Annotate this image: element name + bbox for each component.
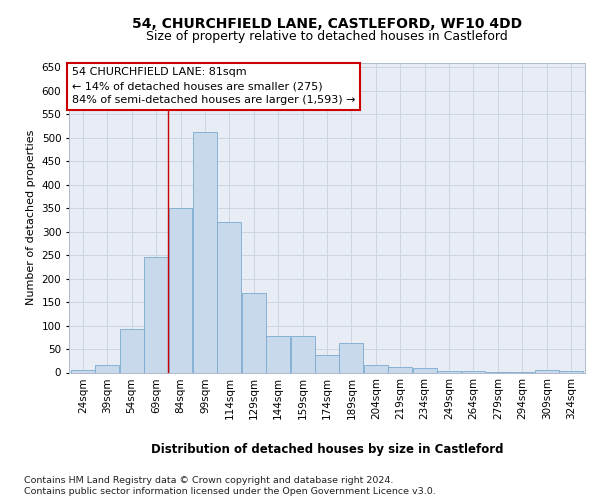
Bar [559, 371, 583, 372]
Bar [461, 371, 485, 372]
Bar [95, 364, 119, 372]
Bar [364, 366, 388, 372]
Y-axis label: Number of detached properties: Number of detached properties [26, 130, 36, 305]
Bar [535, 370, 559, 372]
Text: Distribution of detached houses by size in Castleford: Distribution of detached houses by size … [151, 442, 503, 456]
Bar [217, 222, 241, 372]
Bar [144, 258, 168, 372]
Text: Contains public sector information licensed under the Open Government Licence v3: Contains public sector information licen… [24, 488, 436, 496]
Bar [315, 355, 339, 372]
Bar [290, 336, 314, 372]
Text: 54 CHURCHFIELD LANE: 81sqm
← 14% of detached houses are smaller (275)
84% of sem: 54 CHURCHFIELD LANE: 81sqm ← 14% of deta… [71, 67, 355, 105]
Bar [71, 370, 95, 372]
Bar [193, 132, 217, 372]
Bar [437, 371, 461, 372]
Text: 54, CHURCHFIELD LANE, CASTLEFORD, WF10 4DD: 54, CHURCHFIELD LANE, CASTLEFORD, WF10 4… [132, 18, 522, 32]
Bar [169, 208, 193, 372]
Bar [413, 368, 437, 372]
Bar [120, 330, 143, 372]
Text: Contains HM Land Registry data © Crown copyright and database right 2024.: Contains HM Land Registry data © Crown c… [24, 476, 394, 485]
Bar [242, 292, 266, 372]
Bar [266, 336, 290, 372]
Bar [340, 343, 364, 372]
Bar [388, 367, 412, 372]
Text: Size of property relative to detached houses in Castleford: Size of property relative to detached ho… [146, 30, 508, 43]
